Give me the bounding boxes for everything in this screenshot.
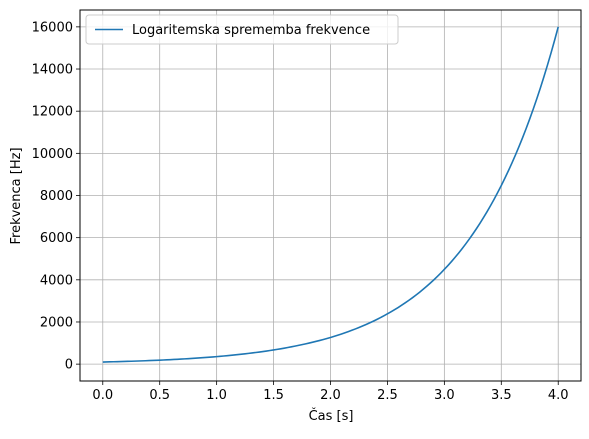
x-tick-label: 0.0	[92, 388, 113, 403]
y-tick-label: 12000	[32, 105, 73, 120]
y-tick-label: 14000	[32, 63, 73, 78]
x-tick-label: 2.0	[320, 388, 341, 403]
y-axis-title: Frekvenca [Hz]	[9, 147, 24, 244]
legend-label: Logaritemska sprememba frekvence	[132, 23, 370, 38]
legend: Logaritemska sprememba frekvence	[85, 14, 399, 45]
x-axis-title: Čas [s]	[309, 408, 354, 424]
y-tick-label: 16000	[32, 20, 73, 35]
series-line	[102, 26, 560, 363]
y-tick-label: 8000	[40, 189, 73, 204]
series-layer	[102, 26, 560, 363]
x-tick-label: 0.5	[149, 388, 170, 403]
x-tick-label: 1.5	[263, 388, 284, 403]
y-tick-label: 2000	[40, 315, 73, 330]
y-tick-label: 0	[65, 358, 73, 373]
y-tick-label: 6000	[40, 231, 73, 246]
x-tick-label: 2.5	[377, 388, 398, 403]
x-tick-label: 3.0	[434, 388, 455, 403]
x-tick-label: 3.5	[491, 388, 512, 403]
x-axis-ticks: 0.0 0.5 1.0 1.5 2.0 2.5 3.0 3.5 4.0	[92, 381, 569, 403]
y-tick-label: 4000	[40, 273, 73, 288]
x-tick-label: 4.0	[548, 388, 569, 403]
y-tick-label: 10000	[32, 147, 73, 162]
legend-box	[85, 14, 399, 45]
y-axis-ticks: 0 2000 4000 6000 8000 10000 12000 14000 16000	[32, 20, 80, 373]
x-tick-label: 1.0	[206, 388, 227, 403]
